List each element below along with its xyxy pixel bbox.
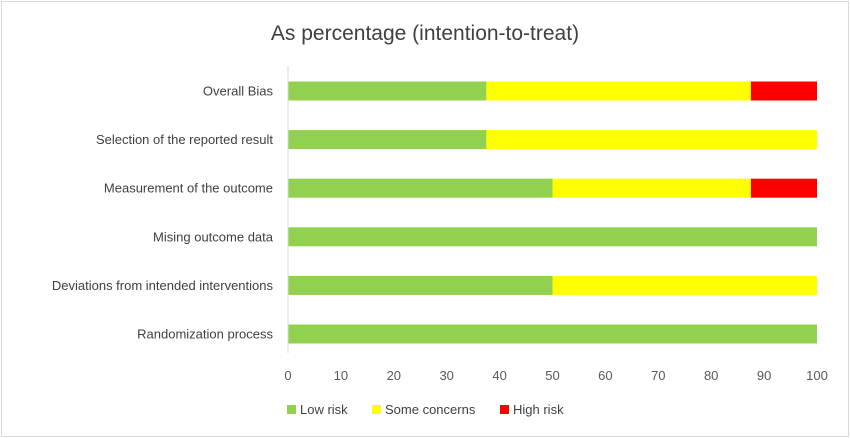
x-tick-label: 10 xyxy=(334,368,348,383)
x-tick-label: 80 xyxy=(704,368,718,383)
bar-segment xyxy=(288,227,817,247)
category-label: Deviations from intended interventions xyxy=(52,278,274,293)
bar-segment xyxy=(288,178,553,198)
bar-segment xyxy=(552,275,817,295)
x-tick-label: 50 xyxy=(545,368,559,383)
x-tick-label: 40 xyxy=(492,368,506,383)
x-tick-label: 70 xyxy=(651,368,665,383)
legend-label: Low risk xyxy=(300,402,348,417)
x-tick-label: 100 xyxy=(806,368,828,383)
category-label: Mising outcome data xyxy=(153,229,274,244)
bar-segment xyxy=(486,130,817,150)
bars-group xyxy=(288,81,817,344)
bar-segment xyxy=(750,178,817,198)
bar-segment xyxy=(288,130,487,150)
category-label: Selection of the reported result xyxy=(96,132,273,147)
legend-label: Some concerns xyxy=(385,402,476,417)
legend-swatch xyxy=(372,405,381,414)
bar-segment xyxy=(288,324,817,344)
legend-swatch xyxy=(500,405,509,414)
x-tick-label: 0 xyxy=(284,368,291,383)
chart-title: As percentage (intention-to-treat) xyxy=(271,22,579,45)
x-tick-labels: 0 10 20 30 40 50 60 70 80 90 100 xyxy=(284,368,827,383)
bar-segment xyxy=(288,275,553,295)
category-label: Overall Bias xyxy=(203,84,274,99)
x-tick-label: 20 xyxy=(387,368,401,383)
bar-segment xyxy=(750,81,817,101)
bar-segment xyxy=(486,81,751,101)
legend: Low risk Some concerns High risk xyxy=(287,402,564,417)
legend-swatch xyxy=(287,405,296,414)
category-label: Randomization process xyxy=(137,327,273,342)
category-label: Measurement of the outcome xyxy=(104,181,273,196)
x-tick-label: 90 xyxy=(757,368,771,383)
bar-segment xyxy=(552,178,751,198)
legend-label: High risk xyxy=(513,402,564,417)
x-tick-label: 30 xyxy=(439,368,453,383)
x-tick-label: 60 xyxy=(598,368,612,383)
category-labels: Overall Bias Selection of the reported re… xyxy=(52,84,274,342)
bar-segment xyxy=(288,81,487,101)
